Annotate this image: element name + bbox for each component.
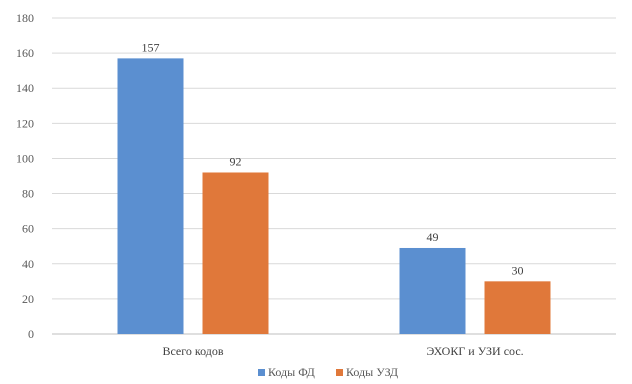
data-label: 92 xyxy=(230,154,242,168)
bar xyxy=(399,247,466,334)
y-tick-label: 40 xyxy=(22,257,34,271)
bar xyxy=(117,58,184,334)
y-tick-label: 20 xyxy=(22,292,34,306)
category-label: Всего кодов xyxy=(162,344,223,358)
data-labels: 157 92 49 30 xyxy=(142,40,524,277)
y-tick-label: 60 xyxy=(22,222,34,236)
data-label: 157 xyxy=(142,40,160,54)
y-tick-label: 100 xyxy=(16,151,34,165)
y-tick-label: 160 xyxy=(16,46,34,60)
legend-label: Коды ФД xyxy=(268,365,315,379)
bar xyxy=(484,281,551,334)
bar xyxy=(202,172,269,334)
legend-label: Коды УЗД xyxy=(346,365,398,379)
data-label: 49 xyxy=(427,230,439,244)
y-axis: 0 20 40 60 80 100 120 140 160 180 xyxy=(16,11,34,341)
y-tick-label: 180 xyxy=(16,11,34,25)
legend-swatch xyxy=(258,369,265,376)
y-tick-label: 120 xyxy=(16,116,34,130)
x-axis: Всего кодов ЭХОКГ и УЗИ сос. xyxy=(162,344,523,358)
y-tick-label: 140 xyxy=(16,81,34,95)
y-tick-label: 0 xyxy=(28,327,34,341)
legend: Коды ФД Коды УЗД xyxy=(258,365,398,379)
y-tick-label: 80 xyxy=(22,187,34,201)
bars xyxy=(117,58,551,334)
legend-swatch xyxy=(336,369,343,376)
category-label: ЭХОКГ и УЗИ сос. xyxy=(426,344,523,358)
data-label: 30 xyxy=(512,263,524,277)
